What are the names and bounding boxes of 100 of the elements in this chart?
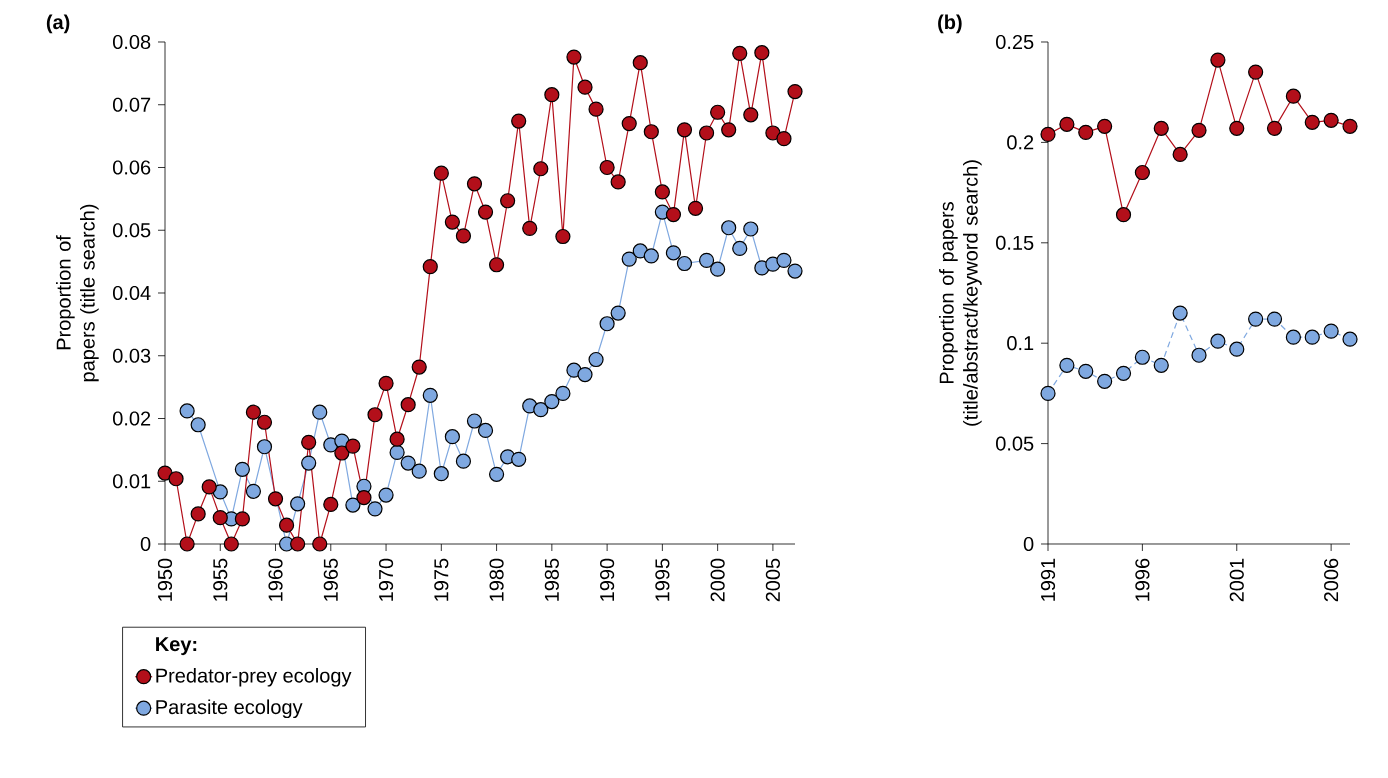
point <box>477 204 494 220</box>
y-tick-label: 0.25 <box>996 34 1034 50</box>
point <box>732 45 748 61</box>
point <box>323 496 339 513</box>
point <box>1115 207 1132 223</box>
point <box>1134 164 1150 181</box>
point <box>588 351 604 368</box>
point <box>1323 323 1339 339</box>
y-tick-label: 0.08 <box>112 34 151 50</box>
point <box>787 263 803 279</box>
point <box>654 184 670 200</box>
point <box>444 429 460 445</box>
point <box>632 55 648 71</box>
point <box>488 466 505 482</box>
point <box>256 439 273 455</box>
point <box>301 455 317 471</box>
x-tick-label: 1970 <box>378 558 394 601</box>
point <box>1285 329 1301 345</box>
point <box>290 496 306 512</box>
point <box>500 193 516 209</box>
point <box>1172 146 1188 163</box>
point <box>1059 116 1075 132</box>
point <box>1097 373 1113 389</box>
x-tick-label: 2005 <box>765 558 780 602</box>
point <box>223 536 239 552</box>
point <box>312 536 328 552</box>
point <box>477 422 494 439</box>
point <box>234 461 250 477</box>
point <box>267 491 284 507</box>
point <box>256 414 273 430</box>
point <box>1229 341 1245 357</box>
point <box>665 245 682 261</box>
point <box>555 385 571 401</box>
point <box>1285 88 1301 104</box>
point <box>1304 329 1320 345</box>
point <box>721 122 737 138</box>
point <box>422 259 438 275</box>
point <box>389 431 405 447</box>
point <box>1134 349 1150 365</box>
point <box>544 393 560 410</box>
point <box>1078 124 1094 140</box>
point <box>433 466 449 482</box>
point <box>400 397 416 413</box>
point <box>665 206 682 223</box>
point <box>588 101 604 117</box>
point <box>455 453 472 469</box>
x-tick-label: 1960 <box>268 558 283 601</box>
x-tick-label: 1965 <box>323 558 338 601</box>
point <box>511 451 527 467</box>
point <box>190 417 206 433</box>
y-axis-title: Proportion of papers (title/abstract/keyword search) <box>939 160 982 426</box>
point <box>1248 311 1264 327</box>
y-axis-title: Proportion of papers (title search) <box>56 204 99 382</box>
y-tick-label: 0 <box>140 536 151 552</box>
point <box>168 471 184 487</box>
point <box>345 497 361 513</box>
y-tick-label: 0.15 <box>996 235 1034 250</box>
x-tick-label: 1995 <box>655 558 670 601</box>
legend-label: Predator-prey ecology <box>156 667 352 687</box>
point <box>1342 118 1358 134</box>
point <box>444 214 460 230</box>
point <box>400 455 416 471</box>
point <box>710 261 726 277</box>
point <box>466 413 483 429</box>
point <box>1304 114 1320 130</box>
point <box>212 510 228 526</box>
point <box>599 159 615 176</box>
point <box>1153 120 1169 136</box>
point <box>1115 365 1132 381</box>
point <box>356 489 372 506</box>
point <box>765 125 781 141</box>
y-tick-label: 0.03 <box>112 348 151 363</box>
point <box>643 248 659 264</box>
point <box>577 79 593 95</box>
point <box>1040 385 1056 401</box>
point <box>312 404 328 420</box>
y-tick-label: 0.06 <box>112 160 151 175</box>
point <box>234 511 250 527</box>
point <box>522 220 538 236</box>
point <box>1059 357 1075 373</box>
point <box>721 220 737 236</box>
point <box>621 115 637 132</box>
point <box>389 444 405 460</box>
point <box>1323 112 1339 128</box>
x-tick-label: 1955 <box>213 558 228 601</box>
point <box>1229 120 1245 136</box>
legend-label: Parasite ecology <box>156 699 303 719</box>
point <box>610 174 626 190</box>
point <box>179 403 195 419</box>
point <box>743 107 759 123</box>
chart-title: (a) <box>46 14 70 34</box>
point <box>190 506 206 522</box>
x-tick-label: 2001 <box>1229 558 1244 602</box>
point <box>687 200 704 216</box>
y-tick-label: 0 <box>1023 536 1034 552</box>
point <box>787 83 803 100</box>
x-tick-label: 1985 <box>544 558 559 601</box>
point <box>1210 333 1226 349</box>
point <box>676 255 693 272</box>
point <box>433 165 449 181</box>
